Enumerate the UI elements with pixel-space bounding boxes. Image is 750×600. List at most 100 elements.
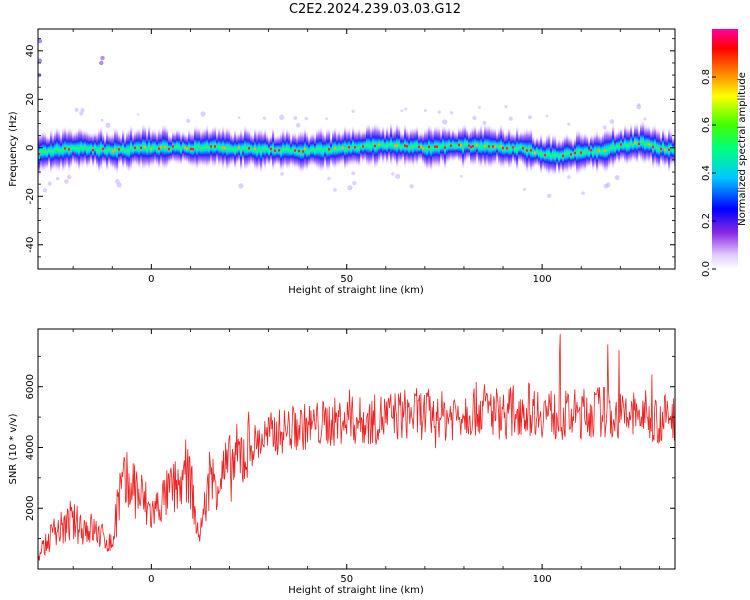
spectrogram-column — [318, 126, 321, 172]
snr-x-axis: 0 50 100 — [72, 329, 660, 585]
spectrogram-column — [220, 128, 223, 167]
spectrogram-speck — [325, 117, 328, 120]
spectrogram-column — [352, 125, 355, 167]
spectrogram-speck — [99, 60, 104, 66]
spectrogram-column — [628, 126, 631, 165]
spectrogram-column — [438, 125, 441, 170]
spectrogram-column — [376, 123, 379, 169]
spectrogram-column — [350, 130, 353, 167]
spectrogram-column — [152, 127, 155, 168]
spectrogram-column — [62, 126, 65, 174]
spectrogram-column — [76, 128, 79, 169]
spectrogram-peak — [298, 149, 301, 153]
spectrogram-column — [496, 131, 499, 161]
spectrogram-column — [462, 123, 465, 171]
spectrogram-speck — [280, 172, 284, 176]
spectrogram-column — [170, 134, 173, 164]
colorbar-gradient — [712, 29, 738, 269]
spectrogram-column — [70, 127, 73, 170]
colorbar-ticks: 0.0 0.2 0.4 0.6 0.8 — [701, 69, 716, 277]
spectrogram-speck — [459, 174, 463, 178]
spectrogram-column — [366, 123, 369, 168]
spectrogram-peak — [214, 145, 217, 148]
spectrogram-peak — [598, 149, 601, 152]
spectrogram-speck — [74, 107, 79, 112]
spectrogram-column — [618, 128, 621, 166]
spectrogram-speck — [395, 173, 401, 179]
spectrogram-column — [542, 138, 545, 171]
spectrogram-column — [242, 132, 245, 164]
spectrogram-column — [632, 129, 635, 162]
spectrogram-peak — [362, 145, 365, 148]
spectrogram-column — [612, 122, 615, 171]
spectrogram-peak — [118, 148, 121, 151]
spectrogram-column — [630, 122, 633, 165]
spectrogram-column — [456, 131, 459, 161]
spectrogram-column — [520, 129, 523, 165]
spectrogram-peak — [274, 149, 277, 153]
spectrogram-speck — [262, 116, 267, 120]
spectrogram-column — [206, 123, 209, 170]
spectrogram-column — [66, 129, 69, 169]
spectrogram-column — [82, 128, 85, 168]
spectrogram-column — [514, 131, 517, 167]
y-tick-label: 6000 — [25, 374, 36, 399]
spectrogram-column — [536, 135, 539, 168]
spectrogram-column — [398, 124, 401, 165]
spectrogram-speck — [567, 175, 571, 179]
spectrogram-column — [554, 133, 557, 178]
spectrogram-column — [84, 128, 87, 166]
spectrogram-column — [126, 129, 129, 172]
spectrogram-speck — [423, 109, 427, 113]
spectrogram-column — [218, 126, 221, 168]
spectrogram-column — [182, 130, 185, 163]
x-tick-label: 0 — [148, 274, 154, 285]
spectrogram-column — [486, 124, 489, 167]
spectrogram-column — [568, 135, 571, 172]
spectrogram-speck — [295, 123, 301, 128]
spectrogram-column — [316, 128, 319, 171]
spectrogram-speck — [449, 111, 454, 115]
spectrogram-column — [204, 126, 207, 168]
spectrogram-column — [280, 130, 283, 173]
spectrogram-peak — [638, 142, 641, 146]
spectrogram-speck — [114, 179, 120, 184]
spectrogram-column — [622, 130, 625, 161]
spectrogram-peak — [68, 148, 71, 151]
spectrogram-column — [72, 131, 75, 165]
spectrogram-speck — [100, 118, 104, 122]
spectrogram-column — [662, 126, 665, 168]
spectrogram-speck — [545, 114, 549, 118]
spectrogram-column — [670, 129, 673, 167]
spectrogram-column — [346, 128, 349, 169]
spectrogram-speck — [238, 183, 244, 189]
spectrogram-peak — [158, 147, 161, 150]
spectrogram-column — [448, 126, 451, 164]
spectrogram-peak — [144, 145, 147, 149]
spectrogram-peak — [186, 147, 189, 150]
spectrogram-peak — [526, 149, 529, 152]
snr-frame — [37, 328, 676, 570]
spectrogram-column — [596, 129, 599, 175]
spectrogram-column — [478, 126, 481, 167]
spectrogram-column — [250, 132, 253, 166]
spectrogram-column — [550, 138, 553, 175]
spectrogram-band — [38, 119, 675, 178]
spectrogram-column — [430, 124, 433, 173]
y-tick-label: 0 — [25, 145, 36, 151]
spectrogram-peak — [190, 147, 193, 151]
spectrogram-column — [276, 134, 279, 166]
spectrogram-speck — [304, 116, 309, 121]
spectrogram-column — [174, 130, 177, 165]
spectrogram-column — [546, 133, 549, 175]
spectrogram-peak — [648, 143, 651, 146]
spectrogram-column — [180, 132, 183, 166]
spectrogram-column — [58, 127, 61, 174]
spectrogram-peak — [114, 148, 117, 151]
spectrogram-peak — [184, 146, 187, 149]
spectrogram-column — [672, 135, 675, 166]
spectrogram-column — [504, 131, 507, 167]
spectrogram-peak — [192, 148, 195, 151]
spectrogram-peak — [254, 147, 257, 151]
spectrogram-column — [120, 134, 123, 165]
